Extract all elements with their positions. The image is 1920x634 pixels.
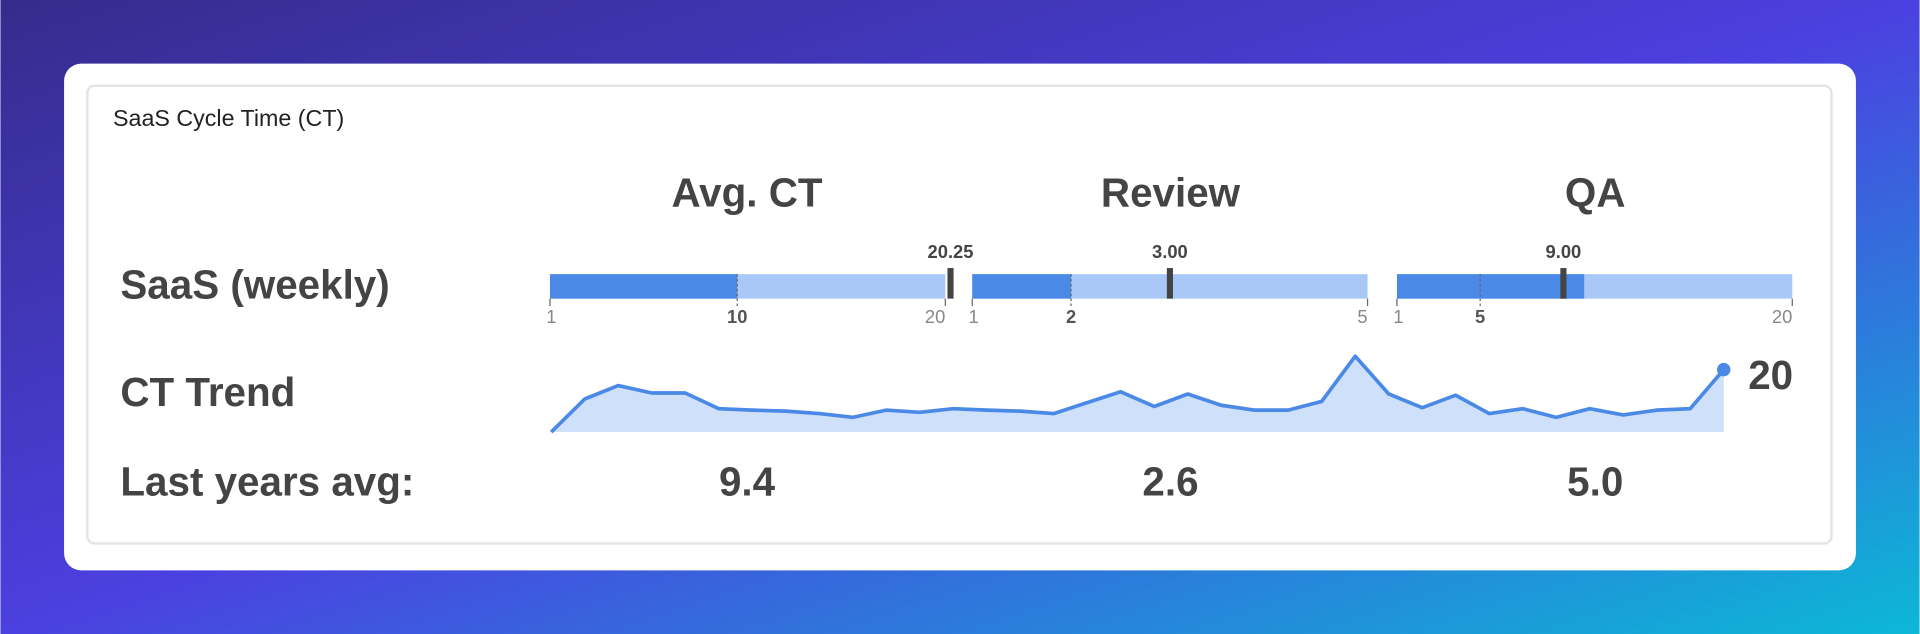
tick-label: 1 — [546, 306, 556, 327]
row-label: CT Trend — [120, 369, 295, 415]
row-label: Last years avg: — [120, 458, 414, 504]
sparkline-area — [551, 356, 1724, 433]
target-label: 9.00 — [1546, 241, 1582, 262]
widget-title: SaaS Cycle Time (CT) — [113, 105, 344, 131]
column-header: QA — [1565, 170, 1626, 216]
tick-label: 5 — [1357, 306, 1367, 327]
sparkline — [549, 354, 1726, 434]
bullet-target — [947, 268, 954, 299]
tick-label: 1 — [969, 306, 979, 327]
last-year-avg: 5.0 — [1567, 458, 1623, 504]
tick-label: 20 — [1772, 306, 1792, 327]
bullet-bar — [1396, 274, 1585, 299]
tick-label: 20 — [925, 306, 945, 327]
column-header: Review — [1101, 170, 1241, 216]
bullet-bar — [549, 274, 738, 299]
column-header: Avg. CT — [672, 170, 823, 216]
bullet-target — [1166, 268, 1173, 299]
tick-label: 5 — [1475, 306, 1485, 327]
sparkline-last-point — [1717, 362, 1731, 377]
last-year-avg: 9.4 — [719, 458, 776, 504]
target-label: 3.00 — [1152, 241, 1188, 262]
target-label: 20.25 — [928, 241, 974, 262]
bullet-bar — [972, 274, 1072, 299]
bullet-target — [1560, 268, 1567, 299]
sparkline-last-value: 20 — [1748, 352, 1793, 398]
tick-label: 10 — [727, 306, 747, 327]
tick-label: 2 — [1066, 306, 1076, 327]
last-year-avg: 2.6 — [1142, 458, 1198, 504]
row-label: SaaS (weekly) — [120, 261, 389, 307]
tick-label: 1 — [1393, 306, 1403, 327]
